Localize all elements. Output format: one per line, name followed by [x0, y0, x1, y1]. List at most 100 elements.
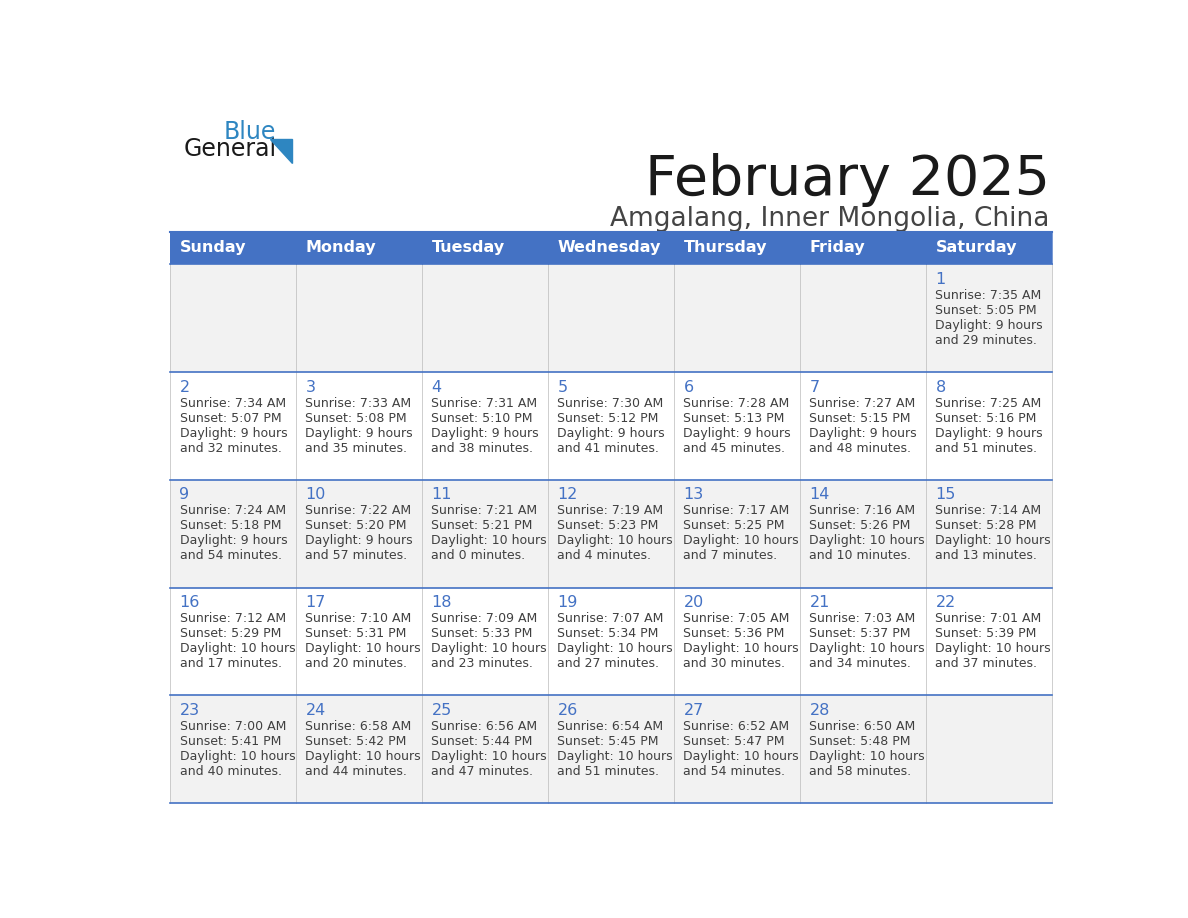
Bar	[296, 232, 422, 264]
Text: Sunrise: 7:30 AM: Sunrise: 7:30 AM	[557, 397, 664, 409]
Text: Daylight: 10 hours: Daylight: 10 hours	[683, 750, 800, 763]
Text: Sunrise: 7:12 AM: Sunrise: 7:12 AM	[179, 612, 285, 625]
Text: Sunset: 5:33 PM: Sunset: 5:33 PM	[431, 627, 533, 640]
Bar	[548, 372, 674, 480]
Text: Tuesday: Tuesday	[431, 241, 505, 255]
Text: Daylight: 9 hours: Daylight: 9 hours	[431, 427, 539, 440]
Text: Sunset: 5:23 PM: Sunset: 5:23 PM	[557, 520, 659, 532]
Text: Daylight: 9 hours: Daylight: 9 hours	[179, 427, 287, 440]
Text: Sunset: 5:21 PM: Sunset: 5:21 PM	[431, 520, 533, 532]
Bar	[927, 588, 1053, 695]
Text: and 54 minutes.: and 54 minutes.	[683, 765, 785, 778]
Text: 22: 22	[935, 595, 955, 610]
Text: 1: 1	[935, 272, 946, 286]
Text: Sunrise: 7:21 AM: Sunrise: 7:21 AM	[431, 504, 538, 518]
Text: Amgalang, Inner Mongolia, China: Amgalang, Inner Mongolia, China	[611, 207, 1050, 232]
Text: 13: 13	[683, 487, 703, 502]
Text: General: General	[183, 137, 277, 162]
Text: and 37 minutes.: and 37 minutes.	[935, 657, 1037, 670]
Bar	[927, 480, 1053, 588]
Text: 2: 2	[179, 380, 190, 395]
Text: 12: 12	[557, 487, 577, 502]
Text: and 41 minutes.: and 41 minutes.	[557, 442, 659, 454]
Bar	[170, 232, 296, 264]
Text: Sunset: 5:26 PM: Sunset: 5:26 PM	[809, 520, 911, 532]
Bar	[801, 695, 927, 803]
Bar	[170, 264, 296, 372]
Bar	[170, 588, 296, 695]
Text: Daylight: 10 hours: Daylight: 10 hours	[935, 534, 1051, 547]
Text: Daylight: 10 hours: Daylight: 10 hours	[557, 643, 674, 655]
Bar	[674, 695, 801, 803]
Text: Friday: Friday	[809, 241, 865, 255]
Text: Sunrise: 6:56 AM: Sunrise: 6:56 AM	[431, 720, 538, 733]
Bar	[927, 264, 1053, 372]
Text: Daylight: 10 hours: Daylight: 10 hours	[431, 643, 548, 655]
Bar	[170, 372, 296, 480]
Text: and 44 minutes.: and 44 minutes.	[305, 765, 407, 778]
Text: Sunrise: 7:14 AM: Sunrise: 7:14 AM	[935, 504, 1042, 518]
Text: 27: 27	[683, 703, 703, 718]
Text: Sunset: 5:25 PM: Sunset: 5:25 PM	[683, 520, 785, 532]
Text: Daylight: 10 hours: Daylight: 10 hours	[809, 643, 925, 655]
Text: Daylight: 10 hours: Daylight: 10 hours	[431, 534, 548, 547]
Text: Daylight: 10 hours: Daylight: 10 hours	[305, 643, 421, 655]
Text: Sunset: 5:47 PM: Sunset: 5:47 PM	[683, 735, 785, 748]
Text: and 40 minutes.: and 40 minutes.	[179, 765, 282, 778]
Text: 15: 15	[935, 487, 956, 502]
Text: Daylight: 9 hours: Daylight: 9 hours	[935, 427, 1043, 440]
Text: and 58 minutes.: and 58 minutes.	[809, 765, 911, 778]
Bar	[296, 372, 422, 480]
Text: Sunrise: 7:00 AM: Sunrise: 7:00 AM	[179, 720, 286, 733]
Text: and 34 minutes.: and 34 minutes.	[809, 657, 911, 670]
Bar	[548, 232, 674, 264]
Text: and 51 minutes.: and 51 minutes.	[557, 765, 659, 778]
Text: 24: 24	[305, 703, 326, 718]
Text: Sunset: 5:44 PM: Sunset: 5:44 PM	[431, 735, 533, 748]
Text: 10: 10	[305, 487, 326, 502]
Text: Daylight: 10 hours: Daylight: 10 hours	[935, 643, 1051, 655]
Text: Daylight: 9 hours: Daylight: 9 hours	[305, 427, 413, 440]
Text: Sunrise: 6:50 AM: Sunrise: 6:50 AM	[809, 720, 916, 733]
Text: Sunrise: 7:22 AM: Sunrise: 7:22 AM	[305, 504, 411, 518]
Text: Daylight: 10 hours: Daylight: 10 hours	[683, 534, 800, 547]
Text: 7: 7	[809, 380, 820, 395]
Text: 25: 25	[431, 703, 451, 718]
Text: 21: 21	[809, 595, 830, 610]
Text: Sunrise: 7:35 AM: Sunrise: 7:35 AM	[935, 289, 1042, 302]
Text: 23: 23	[179, 703, 200, 718]
Text: Sunrise: 7:05 AM: Sunrise: 7:05 AM	[683, 612, 790, 625]
Text: and 13 minutes.: and 13 minutes.	[935, 550, 1037, 563]
Text: Daylight: 9 hours: Daylight: 9 hours	[935, 319, 1043, 331]
Text: 8: 8	[935, 380, 946, 395]
Text: Daylight: 10 hours: Daylight: 10 hours	[809, 534, 925, 547]
Bar	[170, 480, 296, 588]
Bar	[674, 372, 801, 480]
Bar	[422, 264, 548, 372]
Text: 5: 5	[557, 380, 568, 395]
Bar	[548, 588, 674, 695]
Text: Sunrise: 7:34 AM: Sunrise: 7:34 AM	[179, 397, 285, 409]
Text: Sunset: 5:39 PM: Sunset: 5:39 PM	[935, 627, 1037, 640]
Text: and 38 minutes.: and 38 minutes.	[431, 442, 533, 454]
Text: 14: 14	[809, 487, 830, 502]
Bar	[674, 588, 801, 695]
Bar	[927, 695, 1053, 803]
Bar	[296, 588, 422, 695]
Text: 28: 28	[809, 703, 830, 718]
Text: Sunset: 5:07 PM: Sunset: 5:07 PM	[179, 411, 282, 425]
Text: 3: 3	[305, 380, 316, 395]
Text: and 27 minutes.: and 27 minutes.	[557, 657, 659, 670]
Text: Sunset: 5:18 PM: Sunset: 5:18 PM	[179, 520, 282, 532]
Text: and 10 minutes.: and 10 minutes.	[809, 550, 911, 563]
Text: Daylight: 10 hours: Daylight: 10 hours	[179, 643, 295, 655]
Text: Daylight: 9 hours: Daylight: 9 hours	[305, 534, 413, 547]
Text: Sunday: Sunday	[179, 241, 246, 255]
Bar	[927, 372, 1053, 480]
Text: 6: 6	[683, 380, 694, 395]
Text: Sunset: 5:37 PM: Sunset: 5:37 PM	[809, 627, 911, 640]
Text: Sunrise: 7:17 AM: Sunrise: 7:17 AM	[683, 504, 790, 518]
Text: Daylight: 10 hours: Daylight: 10 hours	[557, 750, 674, 763]
Bar	[422, 588, 548, 695]
Text: and 54 minutes.: and 54 minutes.	[179, 550, 282, 563]
